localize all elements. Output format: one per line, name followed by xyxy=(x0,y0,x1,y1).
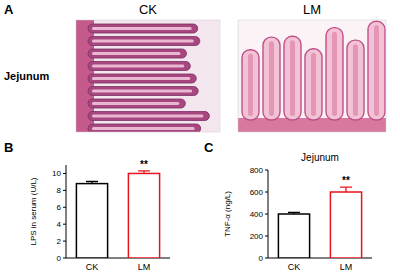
villus-core xyxy=(311,53,316,116)
y-tick-label: 4 xyxy=(57,220,62,229)
y-axis-label: TNF-α (ng/L) xyxy=(223,191,232,237)
villus xyxy=(88,24,198,33)
villus xyxy=(88,124,201,132)
villus-core xyxy=(269,41,274,116)
histology-image xyxy=(76,20,220,132)
villus-core xyxy=(92,52,180,55)
villus xyxy=(88,99,185,108)
image-bg xyxy=(76,20,220,132)
villus-core xyxy=(248,54,253,116)
y-axis-label: LPS in serum (U/L) xyxy=(29,177,38,245)
x-tick-label: CK xyxy=(288,262,301,272)
y-tick-label: 8 xyxy=(57,186,62,195)
y-tick-label: 6 xyxy=(57,203,62,212)
panel-label: A xyxy=(4,2,14,17)
plot-area xyxy=(76,171,159,258)
image-bg xyxy=(238,20,386,132)
column-label: CK xyxy=(139,2,157,17)
villus-core xyxy=(92,115,203,118)
villus-core xyxy=(92,40,194,43)
villus-core xyxy=(92,77,190,80)
y-tick-label: 800 xyxy=(250,166,264,175)
villus xyxy=(347,40,364,120)
villus xyxy=(88,49,186,58)
villus-core xyxy=(92,102,179,105)
bar xyxy=(128,173,159,258)
villus xyxy=(263,37,280,120)
x-tick-label: CK xyxy=(86,262,99,272)
y-tick-label: 200 xyxy=(250,232,264,241)
bar xyxy=(330,192,361,258)
y-tick xyxy=(63,258,66,259)
y-axis xyxy=(66,165,67,258)
y-tick-label: 600 xyxy=(250,188,264,197)
panel-label: B xyxy=(4,140,13,155)
villus xyxy=(88,87,198,96)
bar xyxy=(76,184,107,258)
villus xyxy=(284,36,301,120)
y-tick xyxy=(265,236,268,237)
y-tick-label: 0 xyxy=(57,254,62,263)
y-tick xyxy=(265,258,268,259)
histology-image xyxy=(238,20,386,132)
plot-area xyxy=(278,187,361,258)
villus-core xyxy=(374,25,379,116)
y-tick xyxy=(63,207,66,208)
villus-core xyxy=(92,90,192,93)
error-bar xyxy=(288,212,300,214)
y-tick-label: 2 xyxy=(57,237,62,246)
villus xyxy=(88,112,209,121)
x-tick-label: LM xyxy=(340,262,353,272)
row-label: Jejunum xyxy=(4,70,49,82)
y-tick xyxy=(265,192,268,193)
error-bar xyxy=(86,181,98,183)
villus-core xyxy=(332,32,337,116)
villus xyxy=(305,49,322,120)
figure: A Jejunum CK LM B 0 2 4 6 8 10 LPS in serum (U/L) CK… xyxy=(0,0,400,277)
column-label: LM xyxy=(303,2,321,17)
y-tick xyxy=(63,241,66,242)
error-bar xyxy=(138,171,150,174)
y-tick-label: 400 xyxy=(250,210,264,219)
significance: ** xyxy=(342,175,350,186)
villus xyxy=(88,37,200,46)
villus xyxy=(368,21,385,120)
villus xyxy=(88,62,190,71)
villus xyxy=(326,28,343,120)
villus-core xyxy=(353,44,358,116)
panel-label: C xyxy=(204,140,214,155)
error-bar xyxy=(340,187,352,192)
villus xyxy=(242,50,259,120)
x-tick-label: LM xyxy=(138,262,151,272)
villus xyxy=(88,74,196,83)
y-tick xyxy=(265,170,268,171)
y-tick xyxy=(63,190,66,191)
significance: ** xyxy=(140,159,148,170)
image-frame xyxy=(238,20,386,132)
y-tick xyxy=(63,173,66,174)
villus-core xyxy=(92,65,184,68)
chart-title: Jejunum xyxy=(301,152,339,163)
bar xyxy=(278,214,309,258)
villus-core xyxy=(92,27,192,30)
villus-core xyxy=(92,127,195,130)
y-tick-label: 10 xyxy=(52,169,61,178)
y-tick xyxy=(265,214,268,215)
image-frame xyxy=(76,20,220,132)
y-tick xyxy=(63,224,66,225)
y-tick-label: 0 xyxy=(259,254,264,263)
villus-core xyxy=(290,40,295,116)
